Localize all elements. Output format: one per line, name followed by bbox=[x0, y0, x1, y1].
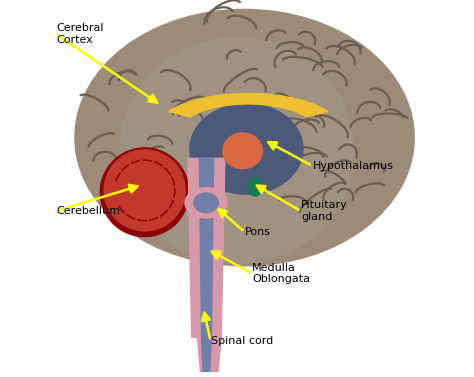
Ellipse shape bbox=[223, 133, 263, 169]
Polygon shape bbox=[197, 337, 221, 371]
Text: Spinal cord: Spinal cord bbox=[210, 336, 273, 346]
Text: Hypothalamus: Hypothalamus bbox=[312, 161, 393, 171]
Polygon shape bbox=[169, 93, 328, 117]
Polygon shape bbox=[188, 158, 225, 337]
Polygon shape bbox=[199, 158, 214, 337]
Text: Pons: Pons bbox=[245, 227, 271, 237]
Ellipse shape bbox=[120, 38, 354, 264]
Text: Pituitary
gland: Pituitary gland bbox=[301, 200, 348, 222]
Text: Cerebellum: Cerebellum bbox=[56, 206, 120, 216]
Text: Medulla
Oblongata: Medulla Oblongata bbox=[252, 262, 310, 284]
Ellipse shape bbox=[104, 150, 185, 231]
Polygon shape bbox=[201, 337, 211, 371]
Ellipse shape bbox=[248, 177, 262, 196]
Ellipse shape bbox=[194, 193, 219, 213]
Ellipse shape bbox=[100, 148, 189, 237]
Ellipse shape bbox=[185, 188, 227, 218]
Ellipse shape bbox=[190, 104, 303, 194]
Ellipse shape bbox=[75, 9, 414, 266]
Text: Cerebral
Cortex: Cerebral Cortex bbox=[56, 23, 103, 45]
